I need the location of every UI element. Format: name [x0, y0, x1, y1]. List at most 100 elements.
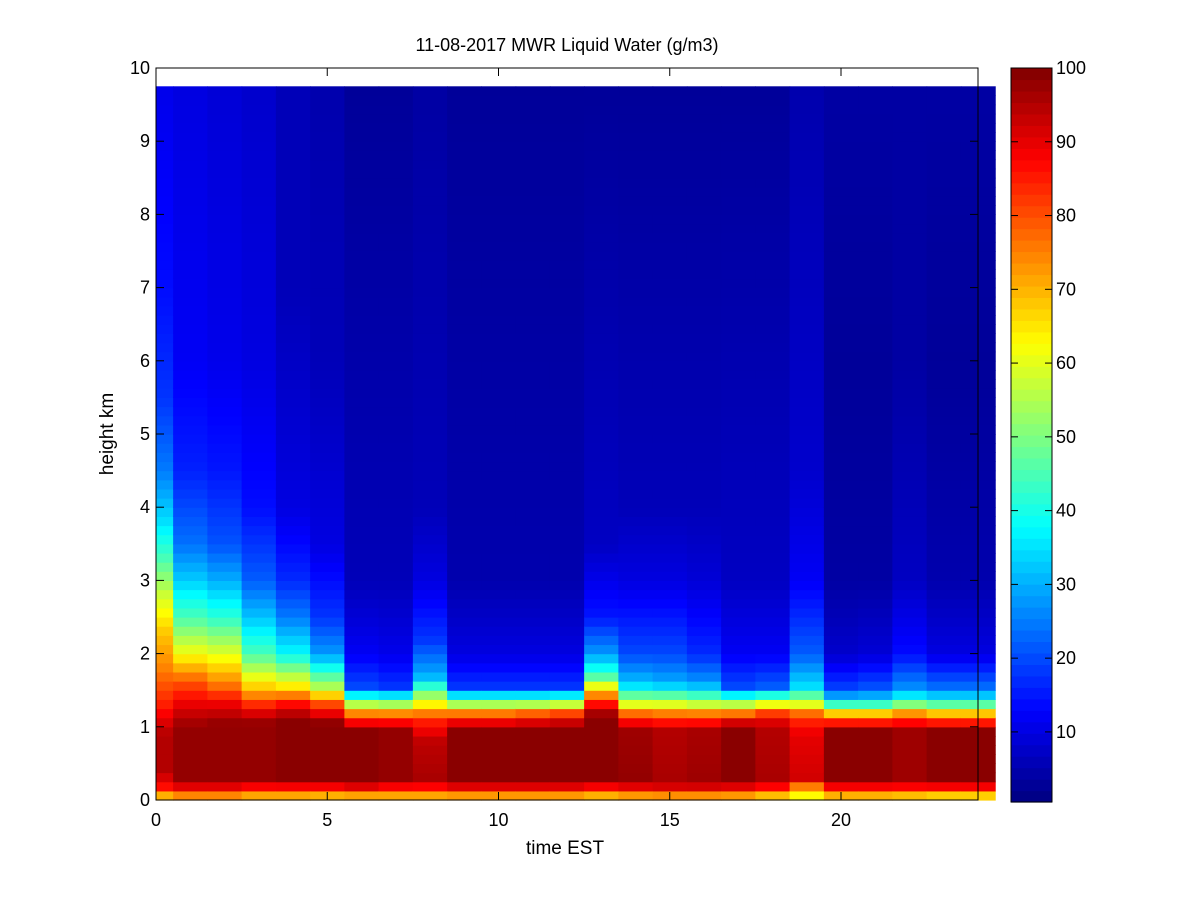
heatmap-cell [515, 790, 551, 801]
heatmap-cell [618, 104, 654, 115]
heatmap-cell [926, 113, 962, 124]
heatmap-cell [755, 305, 791, 316]
heatmap-cell [926, 516, 962, 527]
heatmap-cell [789, 269, 825, 280]
heatmap-cell [789, 626, 825, 636]
heatmap-cell [755, 177, 791, 188]
colorbar-step [1011, 205, 1052, 218]
heatmap-cell [344, 241, 380, 252]
heatmap-cell [926, 653, 962, 664]
heatmap-cell [344, 223, 380, 234]
heatmap-cell [310, 251, 345, 261]
heatmap-cell [173, 498, 208, 508]
heatmap-cell [515, 315, 551, 325]
heatmap-cell [173, 662, 208, 673]
heatmap-cell [173, 205, 208, 215]
heatmap-cell [584, 726, 619, 737]
heatmap-cell [156, 223, 174, 234]
heatmap-cell [378, 681, 414, 691]
heatmap-cell [515, 287, 551, 298]
heatmap-cell [858, 479, 893, 490]
colorbar-step [1011, 480, 1052, 493]
heatmap-cell [515, 104, 551, 115]
heatmap-cell [892, 626, 928, 636]
heatmap-cell [721, 726, 756, 737]
heatmap-cell [789, 635, 825, 646]
heatmap-cell [926, 232, 962, 243]
heatmap-cell [721, 241, 756, 252]
heatmap-cell [618, 278, 654, 289]
heatmap-cell [481, 534, 517, 545]
heatmap-cell [207, 498, 243, 508]
heatmap-cell [481, 488, 517, 499]
heatmap-cell [549, 571, 585, 581]
heatmap-cell [858, 790, 893, 801]
heatmap-cell [515, 580, 551, 591]
heatmap-cell [686, 626, 722, 636]
heatmap-cell [156, 562, 174, 572]
heatmap-cell [823, 214, 859, 225]
heatmap-cell [926, 360, 962, 371]
heatmap-cell [755, 525, 791, 536]
heatmap-cell [378, 168, 414, 179]
heatmap-cell [515, 735, 551, 746]
colorbar-step [1011, 641, 1052, 654]
heatmap-cell [344, 781, 380, 792]
heatmap-cell [173, 726, 208, 737]
heatmap-cell [344, 498, 380, 508]
heatmap-cell [823, 113, 859, 124]
heatmap-cell [789, 781, 825, 792]
heatmap-cell [241, 333, 277, 344]
heatmap-cell [686, 86, 722, 97]
heatmap-cell [823, 168, 859, 179]
heatmap-cell [858, 461, 893, 472]
heatmap-cell [207, 397, 243, 408]
heatmap-cell [275, 708, 311, 719]
heatmap-cell [515, 251, 551, 261]
heatmap-cell [241, 498, 277, 508]
heatmap-cell [652, 726, 688, 737]
heatmap-cell [481, 434, 517, 444]
heatmap-cell [447, 452, 482, 463]
heatmap-cell [378, 754, 414, 764]
heatmap-cell [652, 589, 688, 600]
heatmap-cell [275, 168, 311, 179]
heatmap-cell [515, 626, 551, 636]
heatmap-cell [515, 525, 551, 536]
heatmap-cell [515, 562, 551, 572]
heatmap-cell [618, 113, 654, 124]
heatmap-cell [789, 461, 825, 472]
heatmap-cell [378, 122, 414, 133]
heatmap-cell [892, 690, 928, 700]
heatmap-cell [858, 626, 893, 636]
heatmap-cell [481, 113, 517, 124]
heatmap-cell [207, 278, 243, 289]
heatmap-cell [926, 241, 962, 252]
heatmap-cell [447, 397, 482, 408]
heatmap-cell [549, 479, 585, 490]
heatmap-cell [412, 671, 448, 682]
heatmap-cell [652, 132, 688, 142]
heatmap-cell [652, 141, 688, 151]
heatmap-cell [275, 232, 311, 243]
heatmap-cell [652, 708, 688, 719]
heatmap-cell [412, 351, 448, 362]
heatmap-cell [447, 516, 482, 527]
heatmap-cell [447, 598, 482, 609]
heatmap-cell [412, 690, 448, 700]
heatmap-cell [652, 113, 688, 124]
heatmap-cell [618, 388, 654, 398]
colorbar-gradient [1011, 68, 1052, 803]
colorbar-step [1011, 549, 1052, 562]
heatmap-cell [618, 342, 654, 353]
heatmap-cell [344, 644, 380, 655]
heatmap-cell [412, 104, 448, 115]
heatmap-cell [173, 269, 208, 280]
heatmap-cell [584, 498, 619, 508]
heatmap-cell [310, 369, 345, 380]
heatmap-cell [858, 360, 893, 371]
heatmap-cell [378, 516, 414, 527]
heatmap-cell [378, 424, 414, 435]
heatmap-cell [515, 122, 551, 133]
heatmap-cell [789, 681, 825, 691]
